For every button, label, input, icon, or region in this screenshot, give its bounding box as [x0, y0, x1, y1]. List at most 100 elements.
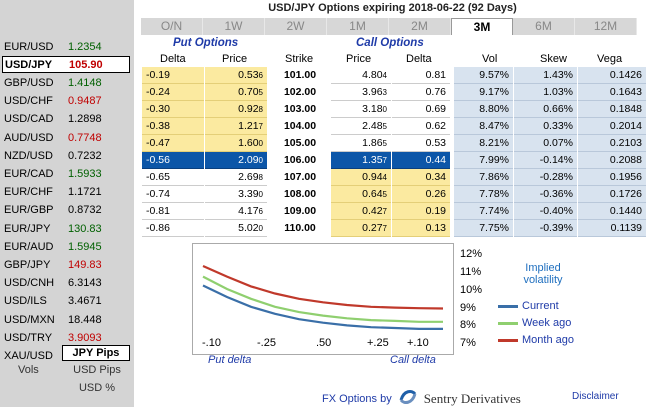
tab-2w[interactable]: 2W: [265, 18, 327, 35]
put-price-cell[interactable]: 0.705: [205, 84, 267, 101]
pair-row[interactable]: AUD/USD 0.7748: [2, 129, 130, 146]
vol-cell[interactable]: 7.99%: [454, 152, 513, 169]
skew-cell[interactable]: -0.28%: [514, 169, 577, 186]
vega-cell[interactable]: 0.2088: [578, 152, 646, 169]
pair-row[interactable]: EUR/GBP 0.8732: [2, 202, 130, 219]
vega-cell[interactable]: 0.2103: [578, 135, 646, 152]
put-price-cell[interactable]: 5.020: [205, 220, 267, 237]
vol-cell[interactable]: 9.57%: [454, 67, 513, 84]
vol-cell[interactable]: 7.74%: [454, 203, 513, 220]
call-price-cell[interactable]: 0.944: [331, 169, 391, 186]
pair-row[interactable]: EUR/USD 1.2354: [2, 38, 130, 55]
call-delta-cell[interactable]: 0.13: [392, 220, 450, 237]
tab-on[interactable]: O/N: [141, 18, 203, 35]
call-delta-cell[interactable]: 0.34: [392, 169, 450, 186]
put-price-cell[interactable]: 3.390: [205, 186, 267, 203]
tab-3m[interactable]: 3M: [451, 18, 513, 35]
pair-row[interactable]: NZD/USD 0.7232: [2, 147, 130, 164]
call-delta-cell[interactable]: 0.44: [392, 152, 450, 169]
put-delta-cell[interactable]: -0.56: [142, 152, 204, 169]
skew-cell[interactable]: -0.39%: [514, 220, 577, 237]
put-delta-cell[interactable]: -0.74: [142, 186, 204, 203]
put-delta-cell[interactable]: -0.24: [142, 84, 204, 101]
units-option[interactable]: USD %: [78, 382, 116, 394]
put-price-cell[interactable]: 1.217: [205, 118, 267, 135]
call-price-cell[interactable]: 1.357: [331, 152, 391, 169]
call-price-cell[interactable]: 0.645: [331, 186, 391, 203]
pair-row[interactable]: EUR/AUD 1.5945: [2, 238, 130, 255]
skew-cell[interactable]: 1.43%: [514, 67, 577, 84]
put-price-cell[interactable]: 2.090: [205, 152, 267, 169]
skew-cell[interactable]: 0.07%: [514, 135, 577, 152]
brand-name[interactable]: Sentry Derivatives: [423, 390, 521, 406]
tab-12m[interactable]: 12M: [575, 18, 637, 35]
skew-cell[interactable]: -0.40%: [514, 203, 577, 220]
call-price-cell[interactable]: 0.277: [331, 220, 391, 237]
vega-cell[interactable]: 0.1139: [578, 220, 646, 237]
call-price-cell[interactable]: 0.427: [331, 203, 391, 220]
vol-cell[interactable]: 7.78%: [454, 186, 513, 203]
call-delta-cell[interactable]: 0.81: [392, 67, 450, 84]
put-delta-cell[interactable]: -0.65: [142, 169, 204, 186]
pair-row[interactable]: EUR/CHF 1.1721: [2, 184, 130, 201]
vol-cell[interactable]: 8.47%: [454, 118, 513, 135]
pair-row[interactable]: USD/CHF 0.9487: [2, 93, 130, 110]
skew-cell[interactable]: -0.36%: [514, 186, 577, 203]
vega-cell[interactable]: 0.1956: [578, 169, 646, 186]
units-option[interactable]: USD Pips: [73, 364, 121, 376]
pair-row[interactable]: EUR/JPY 130.83: [2, 220, 130, 237]
tab-2m[interactable]: 2M: [389, 18, 451, 35]
call-price-cell[interactable]: 1.865: [331, 135, 391, 152]
vol-cell[interactable]: 7.86%: [454, 169, 513, 186]
vega-cell[interactable]: 0.1848: [578, 101, 646, 118]
put-price-cell[interactable]: 2.698: [205, 169, 267, 186]
call-delta-cell[interactable]: 0.26: [392, 186, 450, 203]
vega-cell[interactable]: 0.1643: [578, 84, 646, 101]
pair-row[interactable]: GBP/USD 1.4148: [2, 74, 130, 91]
pair-row[interactable]: EUR/CAD 1.5933: [2, 165, 130, 182]
call-delta-cell[interactable]: 0.76: [392, 84, 450, 101]
put-price-cell[interactable]: 0.928: [205, 101, 267, 118]
pair-row[interactable]: USD/TRY 3.9093: [2, 329, 130, 346]
call-delta-cell[interactable]: 0.53: [392, 135, 450, 152]
pair-row[interactable]: USD/MXN 18.448: [2, 311, 130, 328]
vega-cell[interactable]: 0.1440: [578, 203, 646, 220]
vega-cell[interactable]: 0.2014: [578, 118, 646, 135]
put-delta-cell[interactable]: -0.47: [142, 135, 204, 152]
skew-cell[interactable]: 0.33%: [514, 118, 577, 135]
pair-row[interactable]: USD/JPY 105.90: [2, 56, 130, 74]
tab-1w[interactable]: 1W: [203, 18, 265, 35]
skew-cell[interactable]: 1.03%: [514, 84, 577, 101]
put-price-cell[interactable]: 0.536: [205, 67, 267, 84]
put-delta-cell[interactable]: -0.86: [142, 220, 204, 237]
put-price-cell[interactable]: 4.176: [205, 203, 267, 220]
call-delta-cell[interactable]: 0.62: [392, 118, 450, 135]
put-delta-cell[interactable]: -0.30: [142, 101, 204, 118]
skew-cell[interactable]: 0.66%: [514, 101, 577, 118]
call-price-cell[interactable]: 2.485: [331, 118, 391, 135]
put-delta-cell[interactable]: -0.19: [142, 67, 204, 84]
pair-row[interactable]: GBP/JPY 149.83: [2, 256, 130, 273]
put-delta-cell[interactable]: -0.81: [142, 203, 204, 220]
disclaimer-link[interactable]: Disclaimer: [572, 391, 619, 402]
call-delta-cell[interactable]: 0.69: [392, 101, 450, 118]
call-delta-cell[interactable]: 0.19: [392, 203, 450, 220]
pair-row[interactable]: USD/ILS 3.4671: [2, 293, 130, 310]
tab-1m[interactable]: 1M: [327, 18, 389, 35]
put-price-cell[interactable]: 1.600: [205, 135, 267, 152]
pair-row[interactable]: USD/CAD 1.2898: [2, 111, 130, 128]
call-price-cell[interactable]: 4.804: [331, 67, 391, 84]
vol-cell[interactable]: 8.80%: [454, 101, 513, 118]
vega-cell[interactable]: 0.1726: [578, 186, 646, 203]
vol-cell[interactable]: 9.17%: [454, 84, 513, 101]
call-price-cell[interactable]: 3.180: [331, 101, 391, 118]
vol-cell[interactable]: 7.75%: [454, 220, 513, 237]
vega-cell[interactable]: 0.1426: [578, 67, 646, 84]
units-selected-button[interactable]: JPY Pips: [62, 345, 130, 361]
put-delta-cell[interactable]: -0.38: [142, 118, 204, 135]
call-price-cell[interactable]: 3.963: [331, 84, 391, 101]
pair-row[interactable]: USD/CNH 6.3143: [2, 275, 130, 292]
tab-6m[interactable]: 6M: [513, 18, 575, 35]
vol-cell[interactable]: 8.21%: [454, 135, 513, 152]
skew-cell[interactable]: -0.14%: [514, 152, 577, 169]
